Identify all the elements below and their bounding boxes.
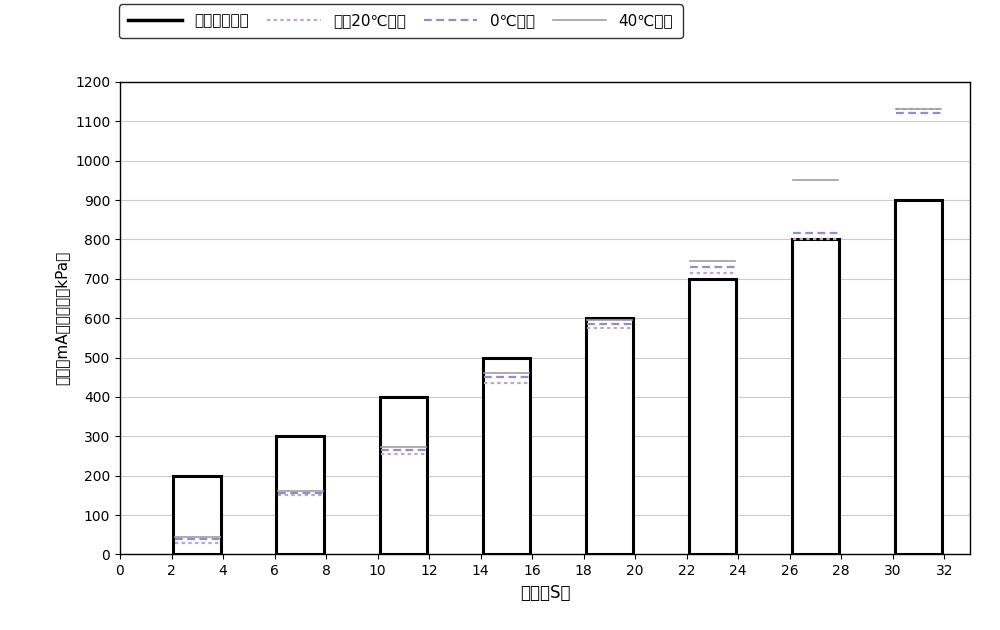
- Bar: [276, 436, 324, 554]
- Bar: [586, 318, 633, 554]
- Bar: [483, 357, 530, 554]
- Bar: [895, 200, 942, 554]
- Bar: [380, 397, 427, 554]
- Bar: [792, 239, 839, 554]
- Bar: [173, 476, 221, 554]
- Legend: 脉冲驱动电流, 零下20℃压力, 0℃压力, 40℃压力: 脉冲驱动电流, 零下20℃压力, 0℃压力, 40℃压力: [119, 4, 682, 38]
- X-axis label: 时间（S）: 时间（S）: [520, 583, 570, 602]
- Y-axis label: 电流（mA）及压力（kPa）: 电流（mA）及压力（kPa）: [54, 251, 69, 386]
- Bar: [689, 278, 736, 554]
